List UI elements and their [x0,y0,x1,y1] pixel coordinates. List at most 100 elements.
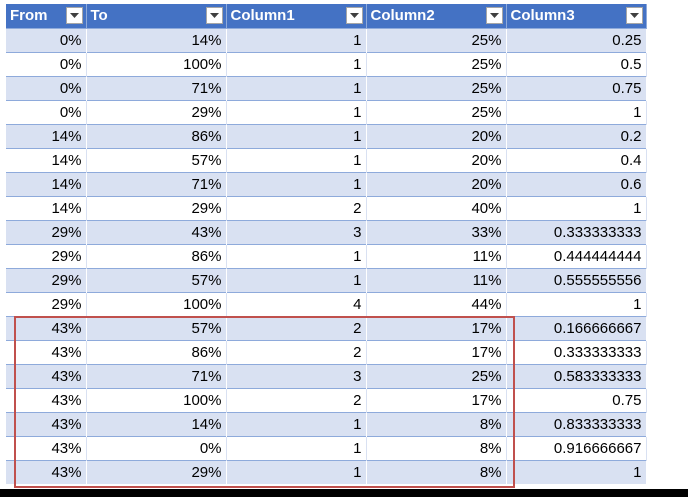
cell-column3[interactable]: 0.4 [506,148,647,173]
cell-to[interactable]: 57% [86,316,227,341]
cell-column1[interactable]: 4 [226,292,367,317]
cell-from[interactable]: 43% [6,436,87,461]
cell-column2[interactable]: 20% [366,148,507,173]
cell-column3[interactable]: 1 [506,460,647,484]
cell-to[interactable]: 71% [86,172,227,197]
cell-column3[interactable]: 0.75 [506,388,647,413]
cell-from[interactable]: 0% [6,76,87,101]
cell-column3[interactable]: 0.333333333 [506,340,647,365]
cell-column3[interactable]: 1 [506,100,647,125]
cell-from[interactable]: 29% [6,244,87,269]
cell-column3[interactable]: 0.5 [506,52,647,77]
cell-column2[interactable]: 25% [366,52,507,77]
cell-from[interactable]: 0% [6,100,87,125]
cell-column3[interactable]: 1 [506,292,647,317]
cell-column2[interactable]: 25% [366,100,507,125]
cell-column1[interactable]: 1 [226,28,367,53]
cell-column1[interactable]: 1 [226,244,367,269]
cell-column1[interactable]: 1 [226,124,367,149]
cell-column2[interactable]: 17% [366,316,507,341]
cell-from[interactable]: 29% [6,292,87,317]
cell-column1[interactable]: 1 [226,268,367,293]
cell-column3[interactable]: 0.583333333 [506,364,647,389]
cell-column2[interactable]: 20% [366,124,507,149]
cell-column3[interactable]: 0.6 [506,172,647,197]
cell-column1[interactable]: 2 [226,340,367,365]
cell-to[interactable]: 86% [86,340,227,365]
cell-column3[interactable]: 0.555555556 [506,268,647,293]
cell-from[interactable]: 43% [6,364,87,389]
cell-from[interactable]: 29% [6,220,87,245]
cell-column2[interactable]: 8% [366,412,507,437]
cell-from[interactable]: 43% [6,316,87,341]
cell-column2[interactable]: 25% [366,76,507,101]
cell-to[interactable]: 57% [86,268,227,293]
cell-column3[interactable]: 0.333333333 [506,220,647,245]
cell-from[interactable]: 0% [6,52,87,77]
cell-from[interactable]: 43% [6,388,87,413]
cell-column1[interactable]: 1 [226,460,367,484]
cell-column1[interactable]: 1 [226,148,367,173]
cell-column3[interactable]: 1 [506,196,647,221]
cell-from[interactable]: 14% [6,196,87,221]
cell-column1[interactable]: 1 [226,412,367,437]
cell-column2[interactable]: 20% [366,172,507,197]
cell-column1[interactable]: 1 [226,52,367,77]
header-column1[interactable]: Column1 [226,4,367,29]
cell-to[interactable]: 86% [86,244,227,269]
cell-column2[interactable]: 44% [366,292,507,317]
cell-column2[interactable]: 8% [366,460,507,484]
cell-from[interactable]: 14% [6,124,87,149]
cell-from[interactable]: 14% [6,172,87,197]
filter-dropdown-button[interactable] [205,7,223,24]
header-column3[interactable]: Column3 [506,4,647,29]
cell-from[interactable]: 43% [6,412,87,437]
header-to[interactable]: To [86,4,227,29]
cell-to[interactable]: 86% [86,124,227,149]
cell-column1[interactable]: 1 [226,100,367,125]
cell-to[interactable]: 29% [86,460,227,484]
filter-dropdown-button[interactable] [65,7,83,24]
header-column2[interactable]: Column2 [366,4,507,29]
cell-column1[interactable]: 2 [226,388,367,413]
cell-column1[interactable]: 1 [226,76,367,101]
cell-from[interactable]: 43% [6,340,87,365]
cell-column1[interactable]: 3 [226,364,367,389]
cell-to[interactable]: 14% [86,412,227,437]
cell-column2[interactable]: 11% [366,244,507,269]
cell-column3[interactable]: 0.833333333 [506,412,647,437]
cell-to[interactable]: 100% [86,52,227,77]
filter-dropdown-button[interactable] [345,7,363,24]
cell-to[interactable]: 100% [86,292,227,317]
cell-to[interactable]: 0% [86,436,227,461]
cell-column2[interactable]: 33% [366,220,507,245]
cell-column3[interactable]: 0.444444444 [506,244,647,269]
cell-from[interactable]: 14% [6,148,87,173]
filter-dropdown-button[interactable] [485,7,503,24]
cell-column1[interactable]: 1 [226,172,367,197]
cell-from[interactable]: 43% [6,460,87,484]
cell-column2[interactable]: 11% [366,268,507,293]
cell-column2[interactable]: 25% [366,364,507,389]
cell-column1[interactable]: 2 [226,196,367,221]
cell-column2[interactable]: 8% [366,436,507,461]
cell-column2[interactable]: 17% [366,388,507,413]
cell-column1[interactable]: 1 [226,436,367,461]
cell-to[interactable]: 29% [86,100,227,125]
cell-to[interactable]: 29% [86,196,227,221]
cell-from[interactable]: 29% [6,268,87,293]
cell-to[interactable]: 71% [86,364,227,389]
cell-column3[interactable]: 0.916666667 [506,436,647,461]
cell-column2[interactable]: 40% [366,196,507,221]
cell-to[interactable]: 43% [86,220,227,245]
cell-from[interactable]: 0% [6,28,87,53]
cell-column1[interactable]: 3 [226,220,367,245]
cell-column3[interactable]: 0.25 [506,28,647,53]
cell-column3[interactable]: 0.75 [506,76,647,101]
cell-column1[interactable]: 2 [226,316,367,341]
cell-column2[interactable]: 17% [366,340,507,365]
cell-column3[interactable]: 0.166666667 [506,316,647,341]
cell-to[interactable]: 14% [86,28,227,53]
filter-dropdown-button[interactable] [625,7,643,24]
cell-to[interactable]: 71% [86,76,227,101]
